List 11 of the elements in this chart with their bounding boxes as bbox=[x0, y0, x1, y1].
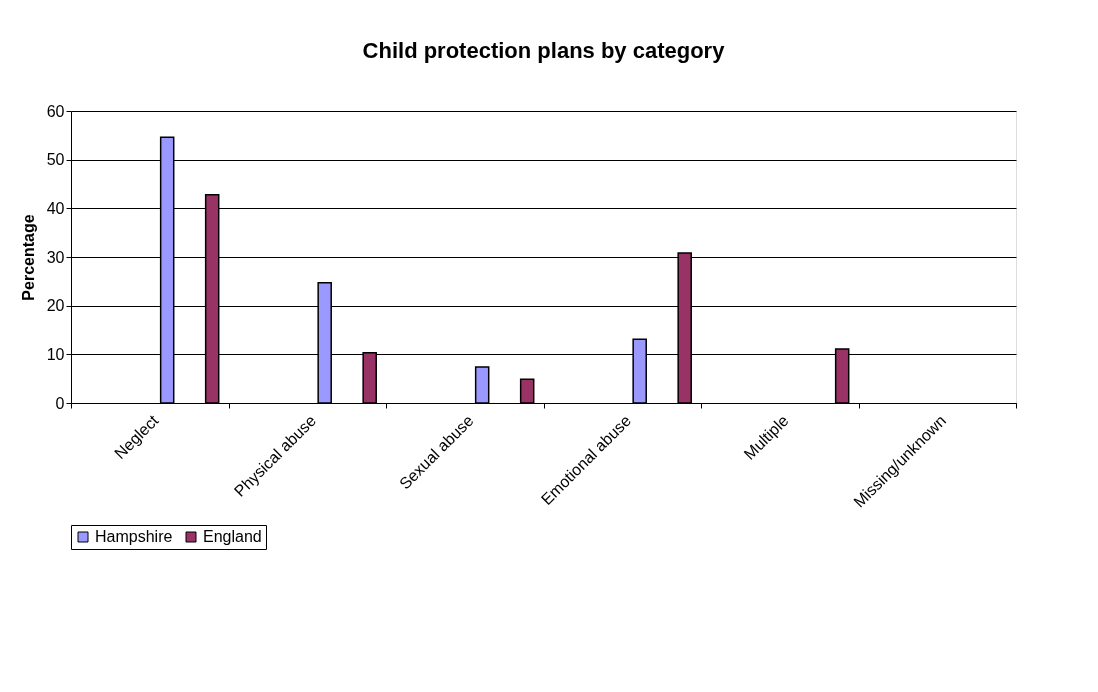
y-tick-label: 20 bbox=[46, 297, 65, 315]
y-tick-label: 10 bbox=[46, 345, 65, 363]
y-tick-label: 40 bbox=[46, 199, 65, 217]
legend-label: Hampshire bbox=[95, 528, 173, 545]
y-tick-label: 50 bbox=[46, 151, 65, 169]
y-tick-label: 60 bbox=[46, 102, 65, 120]
y-axis-title: Percentage bbox=[19, 214, 37, 301]
chart-title: Child protection plans by category bbox=[362, 38, 726, 63]
y-tick-label: 0 bbox=[55, 394, 65, 412]
y-tick-label: 30 bbox=[46, 248, 65, 266]
legend-label: England bbox=[203, 528, 262, 545]
